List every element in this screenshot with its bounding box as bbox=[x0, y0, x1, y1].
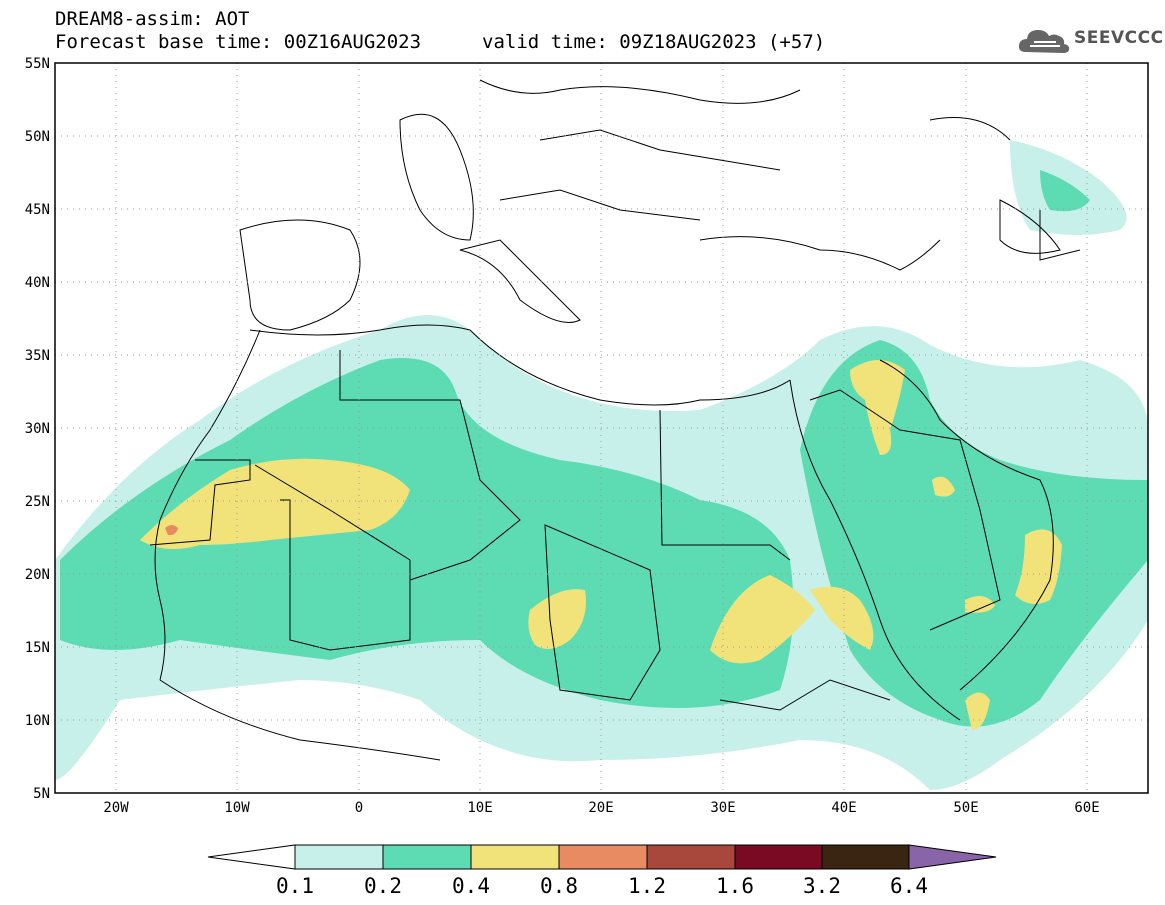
lat-tick-label: 45N bbox=[25, 202, 50, 218]
lat-tick-label: 40N bbox=[25, 275, 50, 291]
valid-time: valid time: 09Z18AUG2023 (+57) bbox=[482, 31, 826, 53]
aot-band-0.8 bbox=[165, 525, 178, 536]
lat-tick-label: 20N bbox=[25, 567, 50, 583]
colorbar-swatch bbox=[646, 844, 736, 870]
forecast-base-time: Forecast base time: 00Z16AUG2023 bbox=[55, 31, 422, 53]
colorbar-label: 0.1 bbox=[276, 874, 314, 898]
map-title: DREAM8-assim: AOT bbox=[55, 8, 250, 30]
aot-field bbox=[55, 63, 1148, 793]
colorbar bbox=[207, 844, 997, 870]
lon-tick-label: 10E bbox=[467, 800, 492, 816]
colorbar-label: 0.4 bbox=[452, 874, 490, 898]
lat-tick-label: 25N bbox=[25, 494, 50, 510]
seevccc-logo: SEEVCCC bbox=[1016, 22, 1163, 58]
colorbar-swatch bbox=[821, 844, 910, 870]
colorbar-label: 0.8 bbox=[540, 874, 578, 898]
aot-band-0.4 bbox=[140, 360, 1062, 730]
logo-text: SEEVCCC bbox=[1074, 28, 1164, 48]
colorbar-swatch bbox=[294, 844, 384, 870]
borders bbox=[149, 129, 1081, 711]
colorbar-label: 6.4 bbox=[890, 874, 928, 898]
colorbar-under-arrow bbox=[207, 844, 296, 870]
lat-tick-label: 35N bbox=[25, 348, 50, 364]
colorbar-swatch bbox=[382, 844, 472, 870]
lat-tick-label: 5N bbox=[33, 786, 50, 802]
lon-tick-label: 30E bbox=[710, 800, 735, 816]
colorbar-label: 3.2 bbox=[803, 874, 841, 898]
lon-tick-label: 20W bbox=[103, 800, 129, 816]
lon-tick-label: 40E bbox=[831, 800, 856, 816]
colorbar-swatch bbox=[558, 844, 648, 870]
lat-axis: 5N 10N 15N 20N 25N 30N 35N 40N 45N 50N 5… bbox=[25, 56, 50, 802]
lat-tick-label: 15N bbox=[25, 640, 50, 656]
lon-tick-label: 10W bbox=[224, 800, 250, 816]
lon-tick-label: 0 bbox=[355, 800, 363, 816]
colorbar-labels: 0.1 0.2 0.4 0.8 1.2 1.6 3.2 6.4 bbox=[276, 874, 928, 898]
coastlines bbox=[154, 79, 1061, 761]
colorbar-swatch bbox=[734, 844, 823, 870]
lon-axis: 20W 10W 0 10E 20E 30E 40E 50E 60E bbox=[103, 800, 1099, 816]
lon-tick-label: 60E bbox=[1074, 800, 1099, 816]
lon-tick-label: 20E bbox=[588, 800, 613, 816]
lat-tick-label: 55N bbox=[25, 56, 50, 72]
colorbar-over-arrow bbox=[908, 844, 997, 870]
colorbar-label: 0.2 bbox=[364, 874, 402, 898]
cloud-icon bbox=[1018, 30, 1070, 53]
colorbar-swatch bbox=[470, 844, 560, 870]
map-frame bbox=[54, 62, 1149, 794]
colorbar-label: 1.6 bbox=[716, 874, 754, 898]
lon-tick-label: 50E bbox=[953, 800, 978, 816]
grid bbox=[55, 63, 1148, 793]
lat-tick-label: 10N bbox=[25, 713, 50, 729]
colorbar-label: 1.2 bbox=[628, 874, 666, 898]
lat-tick-label: 30N bbox=[25, 421, 50, 437]
lat-tick-label: 50N bbox=[25, 129, 50, 145]
